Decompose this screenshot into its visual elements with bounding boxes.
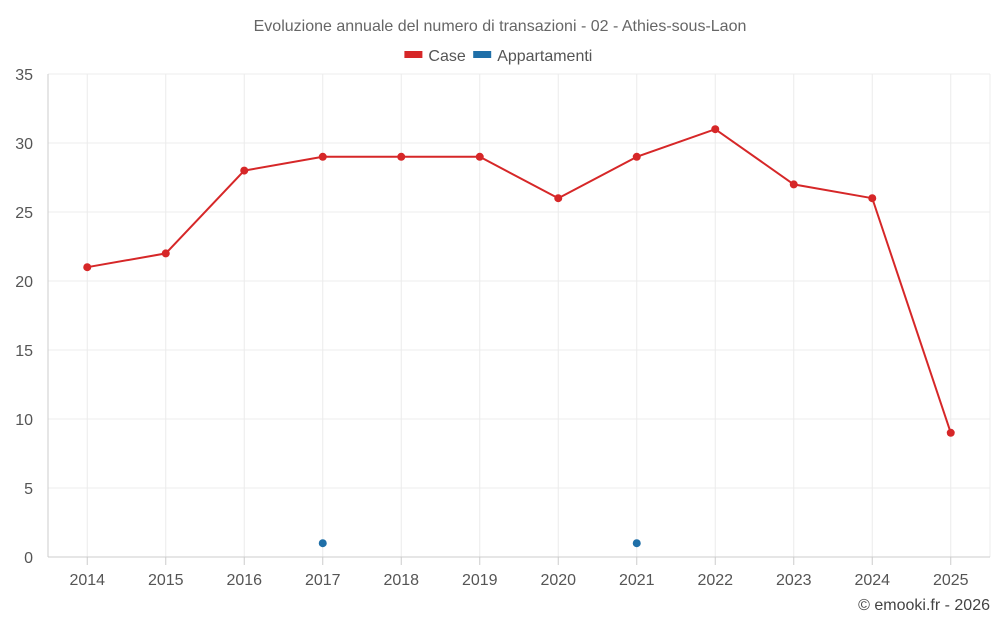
data-point[interactable] (632, 539, 641, 548)
data-point[interactable] (240, 166, 249, 175)
x-tick-label: 2019 (462, 572, 498, 589)
data-point[interactable] (789, 180, 798, 189)
data-point[interactable] (397, 152, 406, 161)
series-layer (83, 125, 955, 548)
data-point[interactable] (318, 152, 327, 161)
x-tick-label: 2020 (540, 572, 576, 589)
y-tick-label: 35 (15, 67, 33, 84)
x-tick-label: 2023 (776, 572, 812, 589)
y-tick-label: 0 (24, 550, 33, 567)
data-point[interactable] (946, 428, 955, 437)
data-point[interactable] (711, 125, 720, 134)
series-line-0 (87, 128, 952, 434)
legend: Case Appartamenti (404, 48, 592, 65)
data-point[interactable] (554, 194, 563, 203)
chart-title: Evoluzione annuale del numero di transaz… (254, 18, 747, 35)
grid (47, 73, 991, 558)
data-point[interactable] (161, 249, 170, 258)
x-tick-label: 2018 (383, 572, 419, 589)
y-tick-label: 10 (15, 412, 33, 429)
legend-swatch (473, 51, 492, 58)
credit-text: © emooki.fr - 2026 (858, 597, 990, 614)
y-tick-label: 30 (15, 136, 33, 153)
data-point[interactable] (318, 539, 327, 548)
data-point[interactable] (632, 152, 641, 161)
y-axis: 0 5 10 15 20 25 30 35 (15, 67, 33, 567)
x-tick-label: 2021 (619, 572, 655, 589)
data-point[interactable] (475, 152, 484, 161)
data-point[interactable] (868, 194, 877, 203)
legend-label[interactable]: Appartamenti (497, 48, 592, 65)
x-tick-label: 2017 (305, 572, 341, 589)
x-axis: 2014 2015 2016 2017 2018 2019 2020 2021 2022 2023… (69, 557, 969, 589)
x-tick-label: 2015 (148, 572, 184, 589)
data-point[interactable] (83, 263, 92, 272)
y-tick-label: 20 (15, 274, 33, 291)
x-tick-label: 2022 (697, 572, 733, 589)
y-tick-label: 15 (15, 343, 33, 360)
y-tick-label: 5 (24, 481, 33, 498)
x-tick-label: 2024 (854, 572, 890, 589)
x-tick-label: 2016 (226, 572, 262, 589)
x-tick-label: 2014 (69, 572, 105, 589)
legend-label[interactable]: Case (428, 48, 465, 65)
y-tick-label: 25 (15, 205, 33, 222)
legend-swatch (404, 51, 423, 58)
x-tick-label: 2025 (933, 572, 969, 589)
